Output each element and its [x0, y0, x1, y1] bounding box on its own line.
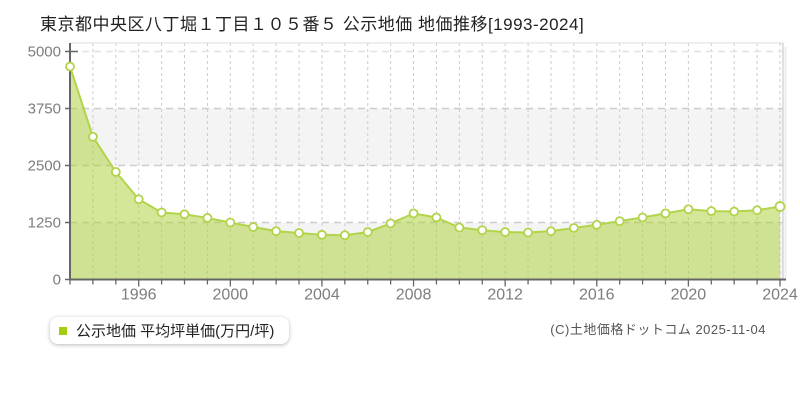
data-point-2017 [614, 216, 625, 227]
data-point-2011 [477, 225, 488, 236]
data-point-2010 [454, 222, 465, 233]
data-point-2000 [225, 217, 236, 228]
data-point-1996 [133, 194, 144, 205]
page-title: 東京都中央区八丁堀１丁目１０５番５ 公示地価 地価推移[1993-2024] [40, 15, 585, 34]
data-point-2022 [729, 206, 740, 217]
data-point-2008 [408, 208, 419, 219]
data-point-2014 [546, 226, 556, 237]
legend: 公示地価 平均坪単価(万円/坪) [50, 317, 290, 344]
data-point-1998 [179, 209, 190, 220]
y-tick-label: 0 [53, 272, 61, 289]
data-point-2020 [683, 204, 694, 215]
x-tick-label: 2008 [396, 287, 432, 304]
data-point-2003 [294, 228, 304, 238]
data-point-2021 [706, 206, 717, 217]
data-point-2018 [637, 212, 648, 223]
x-tick-label: 1996 [121, 287, 157, 304]
x-tick-label: 2012 [487, 287, 523, 304]
data-point-2023 [752, 205, 762, 216]
legend-label: 公示地価 平均坪単価(万円/坪) [76, 323, 275, 340]
x-tick-label: 2016 [579, 287, 615, 304]
data-point-1999 [202, 213, 213, 223]
data-point-2002 [271, 226, 282, 237]
data-point-2016 [591, 219, 602, 230]
data-point-2001 [248, 222, 259, 232]
y-tick-label: 2500 [28, 158, 61, 175]
legend-swatch-icon [59, 326, 67, 335]
x-tick-label: 2004 [304, 287, 340, 304]
data-point-1994 [88, 131, 98, 142]
y-tick-label: 3750 [28, 101, 61, 118]
price-trend-chart: 0 1250 2500 3750 5000 1996 2000 2004 2008 2012 201… [28, 42, 798, 304]
data-point-1997 [156, 207, 167, 218]
x-tick-label: 2000 [213, 287, 249, 304]
data-point-1993 [65, 61, 75, 72]
data-point-2005 [339, 230, 350, 241]
copyright-text: (C)土地価格ドットコム 2025-11-04 [550, 322, 766, 337]
data-point-2024 [774, 201, 786, 212]
data-point-2006 [362, 227, 373, 237]
y-tick-label: 5000 [28, 44, 61, 61]
data-point-2013 [523, 227, 533, 238]
data-point-2015 [568, 223, 579, 233]
data-point-2007 [385, 218, 396, 229]
x-tick-label: 2024 [762, 287, 798, 304]
area-fill [70, 66, 780, 280]
data-point-2019 [660, 208, 671, 219]
x-tick-label: 2020 [671, 287, 707, 304]
plot-band [70, 108, 783, 166]
data-point-2012 [500, 227, 511, 237]
data-point-2009 [431, 212, 442, 223]
data-point-2004 [317, 229, 327, 240]
data-point-1995 [110, 166, 121, 177]
y-tick-label: 1250 [28, 215, 61, 232]
